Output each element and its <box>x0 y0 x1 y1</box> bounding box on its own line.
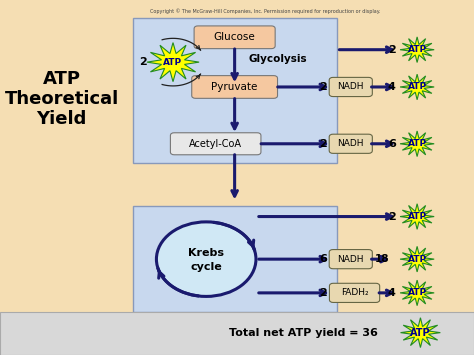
Polygon shape <box>400 204 434 229</box>
Text: ATP: ATP <box>408 288 427 297</box>
Text: Copyright © The McGraw-Hill Companies, Inc. Permission required for reproduction: Copyright © The McGraw-Hill Companies, I… <box>150 9 381 15</box>
Text: ATP: ATP <box>408 82 427 92</box>
Polygon shape <box>400 74 434 100</box>
Text: Krebs: Krebs <box>188 248 224 258</box>
FancyBboxPatch shape <box>329 134 373 153</box>
Polygon shape <box>400 131 434 157</box>
Polygon shape <box>400 280 434 306</box>
FancyBboxPatch shape <box>329 77 373 97</box>
Text: ATP: ATP <box>164 58 182 67</box>
Text: ATP: ATP <box>408 255 427 264</box>
Text: 4: 4 <box>388 288 396 298</box>
Text: 2: 2 <box>319 139 327 149</box>
FancyBboxPatch shape <box>194 26 275 49</box>
FancyBboxPatch shape <box>133 206 337 312</box>
Text: 6: 6 <box>319 254 327 264</box>
FancyBboxPatch shape <box>329 283 380 302</box>
Circle shape <box>156 222 256 296</box>
Text: Glycolysis: Glycolysis <box>249 54 308 64</box>
Text: 4: 4 <box>388 82 396 92</box>
Text: ATP
Theoretical
Yield: ATP Theoretical Yield <box>4 70 119 129</box>
Text: Total net ATP yield = 36: Total net ATP yield = 36 <box>229 328 378 338</box>
FancyBboxPatch shape <box>191 76 277 98</box>
Polygon shape <box>400 246 434 272</box>
Polygon shape <box>401 318 440 348</box>
Text: Pyruvate: Pyruvate <box>211 82 258 92</box>
Text: 2: 2 <box>319 288 327 298</box>
Text: ATP: ATP <box>408 212 427 221</box>
Text: 2: 2 <box>319 82 327 92</box>
FancyBboxPatch shape <box>133 18 337 163</box>
Text: ATP: ATP <box>408 139 427 148</box>
Text: 2: 2 <box>388 45 396 55</box>
Text: 2: 2 <box>388 212 396 222</box>
Text: NADH: NADH <box>337 82 364 92</box>
Text: 2: 2 <box>139 57 147 67</box>
Text: cycle: cycle <box>191 262 222 272</box>
Text: Acetyl-CoA: Acetyl-CoA <box>189 139 242 149</box>
Text: ATP: ATP <box>408 45 427 54</box>
FancyBboxPatch shape <box>171 133 261 155</box>
Text: NADH: NADH <box>337 255 364 264</box>
Text: FADH₂: FADH₂ <box>341 288 368 297</box>
Text: 18: 18 <box>375 254 390 264</box>
Polygon shape <box>147 43 199 82</box>
Text: 6: 6 <box>388 139 396 149</box>
Bar <box>0 312 474 355</box>
Text: NADH: NADH <box>337 139 364 148</box>
FancyBboxPatch shape <box>329 250 373 269</box>
Polygon shape <box>400 37 434 62</box>
Text: ATP: ATP <box>410 328 431 338</box>
Text: Glucose: Glucose <box>214 32 255 42</box>
